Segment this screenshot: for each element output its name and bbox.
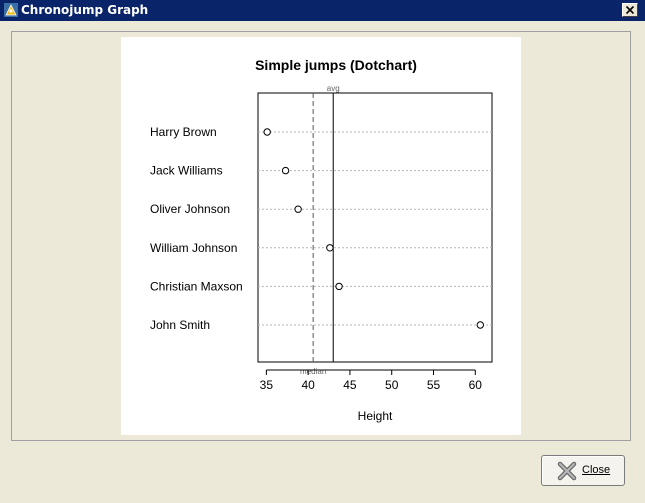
category-label: Jack Williams (150, 164, 223, 178)
category-label: John Smith (150, 318, 210, 332)
median-label: median (300, 367, 326, 376)
app-icon (4, 3, 18, 17)
avg-label: avg (327, 84, 340, 93)
category-label: Christian Maxson (150, 279, 243, 293)
title-bar: Chronojump Graph (0, 0, 645, 21)
x-tick-label: 40 (301, 378, 315, 392)
x-tick-label: 35 (260, 378, 274, 392)
close-button-label: Close (582, 464, 611, 476)
plot-box (257, 92, 493, 363)
graph-canvas: Simple jumps (Dotchart) avg median Harry … (121, 37, 521, 435)
x-tick-label: 45 (343, 378, 357, 392)
data-point (263, 128, 271, 136)
data-point (335, 282, 343, 291)
x-tick-label: 60 (469, 378, 483, 392)
close-icon (557, 461, 577, 481)
x-axis-label: Height (358, 409, 393, 423)
data-point (294, 205, 302, 213)
window-close-icon[interactable] (622, 3, 638, 17)
close-button[interactable]: Close (541, 455, 625, 486)
dotchart: Simple jumps (Dotchart) avg median Harry … (150, 57, 493, 423)
x-tick-label: 55 (427, 378, 441, 392)
chart-title: Simple jumps (Dotchart) (255, 57, 417, 73)
x-tick-label: 50 (385, 378, 399, 392)
data-point (326, 244, 334, 252)
data-point (281, 166, 290, 175)
window-title: Chronojump Graph (21, 3, 149, 17)
category-label: Harry Brown (150, 125, 217, 139)
data-point (476, 321, 484, 329)
category-label: William Johnson (150, 241, 237, 255)
category-label: Oliver Johnson (150, 202, 230, 216)
